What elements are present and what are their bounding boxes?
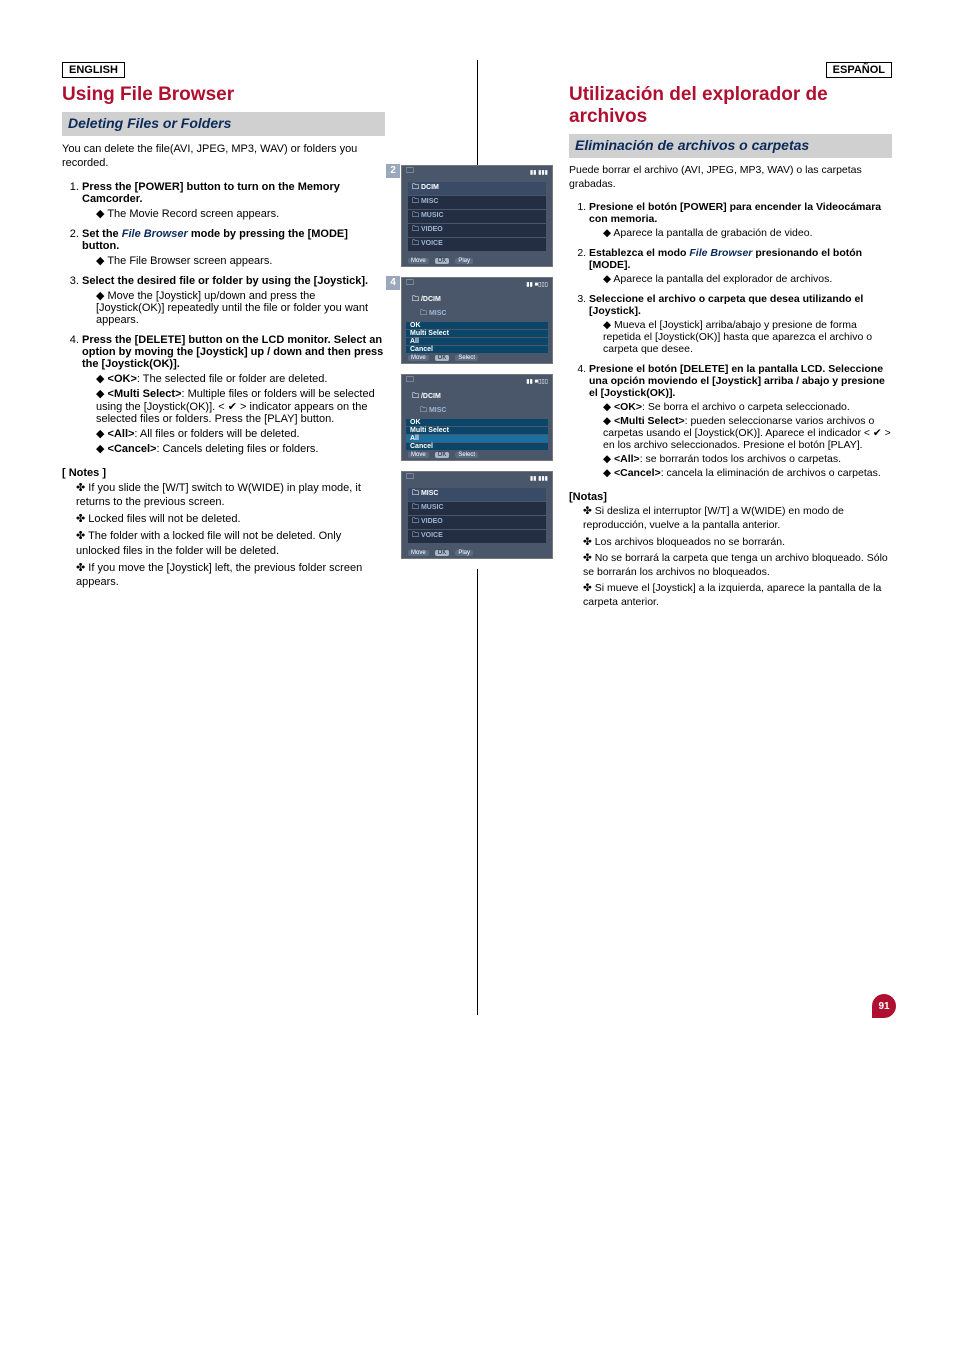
step-head: Establezca el modo File Browser presiona…	[589, 247, 892, 271]
step-sub: Aparece la pantalla de grabación de vide…	[603, 227, 892, 239]
note-item: Si mueve el [Joystick] a la izquierda, a…	[583, 582, 892, 609]
note-item: If you slide the [W/T] switch to W(WIDE)…	[76, 481, 385, 510]
folder-icon: 🗀	[406, 277, 414, 291]
menu-row: MISC	[408, 488, 546, 501]
menu-row: DCIM	[408, 182, 546, 195]
note-item: Los archivos bloqueados no se borrarán.	[583, 536, 892, 550]
option-multi: Multi Select	[406, 330, 548, 337]
menu-row: MISC	[408, 405, 546, 418]
step-sub: The Movie Record screen appears.	[96, 207, 385, 220]
menu-row: /DCIM	[408, 294, 546, 307]
option-all: All	[406, 338, 548, 345]
step-sub: Move the [Joystick] up/down and press th…	[96, 289, 385, 326]
btn-select: Select	[455, 355, 478, 361]
section-bar-en: Deleting Files or Folders	[62, 112, 385, 136]
step-sub: <Cancel>: Cancels deleting files or fold…	[96, 442, 385, 455]
step-sub: <All>: se borrarán todos los archivos o …	[603, 453, 892, 465]
screenshots-column: 2 🗀▮▮ ▮▮▮ DCIM MISC MUSIC VIDEO VOICE Mo…	[397, 165, 557, 569]
step-sub: The File Browser screen appears.	[96, 254, 385, 267]
notes-list-es: Si desliza el interruptor [W/T] a W(WIDE…	[569, 505, 892, 609]
step-head: Select the desired file or folder by usi…	[82, 275, 385, 287]
step-head: Set the File Browser mode by pressing th…	[82, 228, 385, 252]
menu-row: MISC	[408, 308, 546, 321]
notes-head-es: [Notas]	[569, 491, 892, 503]
section-bar-es: Eliminación de archivos o carpetas	[569, 134, 892, 158]
step-head: Seleccione el archivo o carpeta que dese…	[589, 293, 892, 317]
menu-row: MUSIC	[408, 210, 546, 223]
option-cancel: Cancel	[406, 346, 548, 353]
menu-row: MISC	[408, 196, 546, 209]
lcd-shot-2: 2 🗀▮▮ ▮▮▮ DCIM MISC MUSIC VIDEO VOICE Mo…	[401, 165, 553, 267]
lcd-shot-5: 🗀▮▮ ▮▮▮ MISC MUSIC VIDEO VOICE MoveOKPla…	[401, 471, 553, 559]
lcd-shot-4a: 4 🗀▮▮ ■▯▯▯ /DCIM MISC OK Multi Select Al…	[401, 277, 553, 364]
step-head: Presione el botón [DELETE] en la pantall…	[589, 363, 892, 399]
menu-row: VIDEO	[408, 516, 546, 529]
btn-move: Move	[408, 258, 429, 264]
step-sub: <All>: All files or folders will be dele…	[96, 427, 385, 440]
menu-row: VIDEO	[408, 224, 546, 237]
lang-badge-es: ESPAÑOL	[826, 62, 892, 78]
intro-es: Puede borrar el archivo (AVI, JPEG, MP3,…	[569, 164, 892, 191]
option-cancel: Cancel	[406, 443, 548, 450]
step-head: Press the [POWER] button to turn on the …	[82, 181, 385, 205]
option-ok: OK	[406, 419, 548, 426]
step-sub: <OK>: The selected file or folder are de…	[96, 372, 385, 385]
lcd-shot-4b: 🗀▮▮ ■▯▯▯ /DCIM MISC OK Multi Select All …	[401, 374, 553, 461]
step-head: Presione el botón [POWER] para encender …	[589, 201, 892, 225]
intro-en: You can delete the file(AVI, JPEG, MP3, …	[62, 142, 385, 171]
step-sub: Aparece la pantalla del explorador de ar…	[603, 273, 892, 285]
menu-row: VOICE	[408, 530, 546, 543]
step-sub: <OK>: Se borra el archivo o carpeta sele…	[603, 401, 892, 413]
note-item: No se borrará la carpeta que tenga un ar…	[583, 552, 892, 579]
step-sub: Mueva el [Joystick] arriba/abajo y presi…	[603, 319, 892, 355]
menu-row: MUSIC	[408, 502, 546, 515]
chapter-title-en: Using File Browser	[62, 84, 385, 106]
note-item: Si desliza el interruptor [W/T] a W(WIDE…	[583, 505, 892, 532]
page-number-badge: 91	[872, 994, 896, 1018]
steps-list-en: Press the [POWER] button to turn on the …	[62, 181, 385, 455]
folder-icon: 🗀	[406, 165, 414, 179]
btn-move: Move	[408, 452, 429, 458]
step-sub: <Multi Select>: pueden seleccionarse var…	[603, 415, 892, 451]
btn-play: Play	[455, 258, 473, 264]
option-multi: Multi Select	[406, 427, 548, 434]
folder-icon: 🗀	[406, 374, 414, 388]
step-sub: <Multi Select>: Multiple files or folder…	[96, 387, 385, 425]
note-item: The folder with a locked file will not b…	[76, 529, 385, 558]
notes-head-en: [ Notes ]	[62, 467, 385, 479]
menu-row: VOICE	[408, 238, 546, 251]
menu-row: /DCIM	[408, 391, 546, 404]
section-title-es: Eliminación de archivos o carpetas	[575, 137, 809, 153]
btn-select: Select	[455, 452, 478, 458]
shot-number: 2	[386, 164, 400, 178]
chapter-title-es: Utilización del explorador de archivos	[569, 84, 892, 128]
btn-move: Move	[408, 550, 429, 556]
option-ok: OK	[406, 322, 548, 329]
note-item: If you move the [Joystick] left, the pre…	[76, 561, 385, 590]
btn-move: Move	[408, 355, 429, 361]
section-title-en: Deleting Files or Folders	[68, 115, 231, 131]
step-head: Press the [DELETE] button on the LCD mon…	[82, 334, 385, 370]
lang-badge-en: ENGLISH	[62, 62, 125, 78]
shot-number: 4	[386, 276, 400, 290]
btn-play: Play	[455, 550, 473, 556]
folder-icon: 🗀	[406, 471, 414, 485]
notes-list-en: If you slide the [W/T] switch to W(WIDE)…	[62, 481, 385, 590]
steps-list-es: Presione el botón [POWER] para encender …	[569, 201, 892, 479]
step-sub: <Cancel>: cancela la eliminación de arch…	[603, 467, 892, 479]
note-item: Locked files will not be deleted.	[76, 512, 385, 526]
option-all: All	[406, 435, 548, 442]
